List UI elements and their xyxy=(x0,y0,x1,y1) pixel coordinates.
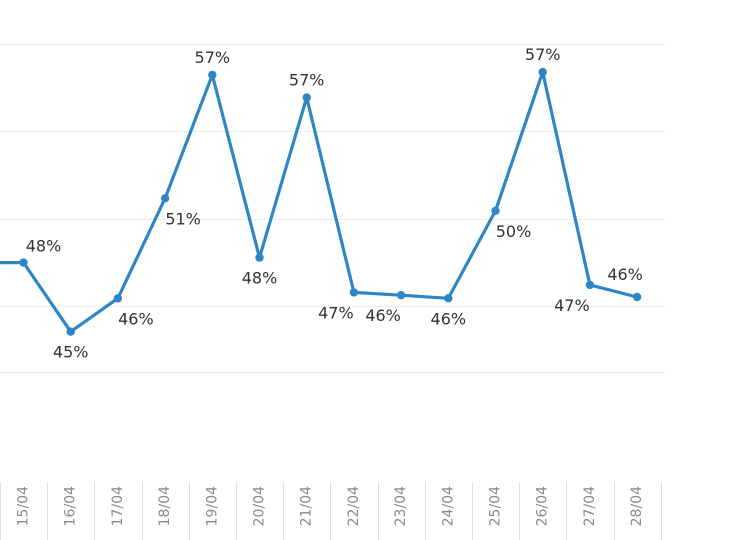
x-axis-ticks: 15/04 16/04 17/04 18/04 19/04 20/04 21/04 22/04… xyxy=(0,482,662,540)
x-tick-label: 28/04 xyxy=(629,486,645,526)
data-label: 46% xyxy=(607,265,643,284)
x-tick-label: 25/04 xyxy=(488,486,504,526)
data-label: 51% xyxy=(165,209,201,228)
data-point xyxy=(396,291,406,300)
data-point xyxy=(160,194,170,203)
data-label: 50% xyxy=(496,222,532,241)
x-tick-label: 19/04 xyxy=(204,486,220,526)
x-tick-label: 22/04 xyxy=(346,486,362,526)
data-label: 47% xyxy=(554,296,590,315)
data-point xyxy=(538,67,547,77)
data-point xyxy=(208,70,217,80)
data-point xyxy=(632,292,642,302)
x-tick-label: 26/04 xyxy=(535,486,551,526)
data-label: 46% xyxy=(431,309,467,328)
data-point xyxy=(113,294,123,303)
data-labels: 48% 45% 46% 51% 57% 48% 57% 47% 46% 46% 50% 57% 47% 4… xyxy=(26,45,643,362)
data-label: 45% xyxy=(53,343,89,362)
x-tick-label: 17/04 xyxy=(110,486,126,526)
data-label: 57% xyxy=(289,71,325,90)
x-tick-label: 24/04 xyxy=(440,486,456,526)
data-label: 47% xyxy=(318,303,354,322)
data-point xyxy=(585,280,595,290)
x-tick-label: 21/04 xyxy=(299,486,315,526)
x-tick-label: 23/04 xyxy=(393,486,409,526)
data-point xyxy=(302,93,311,102)
x-tick-label: 15/04 xyxy=(16,486,32,526)
x-tick-label: 18/04 xyxy=(157,486,173,526)
x-tick-label: 16/04 xyxy=(63,486,79,526)
data-label: 57% xyxy=(525,45,561,64)
data-point xyxy=(491,206,500,215)
series-layer xyxy=(0,67,642,336)
data-label: 46% xyxy=(365,306,401,325)
x-tick-label: 20/04 xyxy=(252,486,268,526)
data-label: 48% xyxy=(242,269,278,288)
data-label: 48% xyxy=(26,237,62,256)
data-point xyxy=(19,258,28,267)
data-point xyxy=(255,253,264,262)
data-point xyxy=(444,294,453,303)
data-point xyxy=(349,288,359,297)
gridlines xyxy=(0,44,665,373)
data-label: 46% xyxy=(118,309,154,328)
x-tick-label: 27/04 xyxy=(582,486,598,526)
data-point xyxy=(66,327,75,336)
series-line xyxy=(0,70,639,334)
data-label: 57% xyxy=(195,48,231,67)
